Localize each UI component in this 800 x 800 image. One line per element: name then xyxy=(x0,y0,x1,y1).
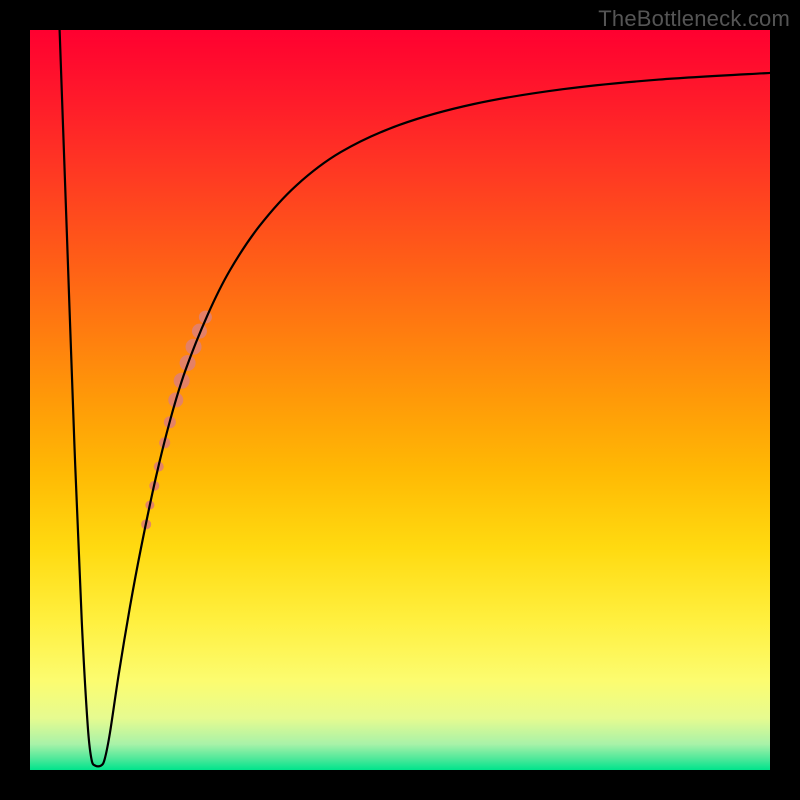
plot-background xyxy=(30,30,770,770)
bottleneck-chart: TheBottleneck.com xyxy=(0,0,800,800)
watermark-text: TheBottleneck.com xyxy=(598,6,790,32)
chart-svg xyxy=(0,0,800,800)
